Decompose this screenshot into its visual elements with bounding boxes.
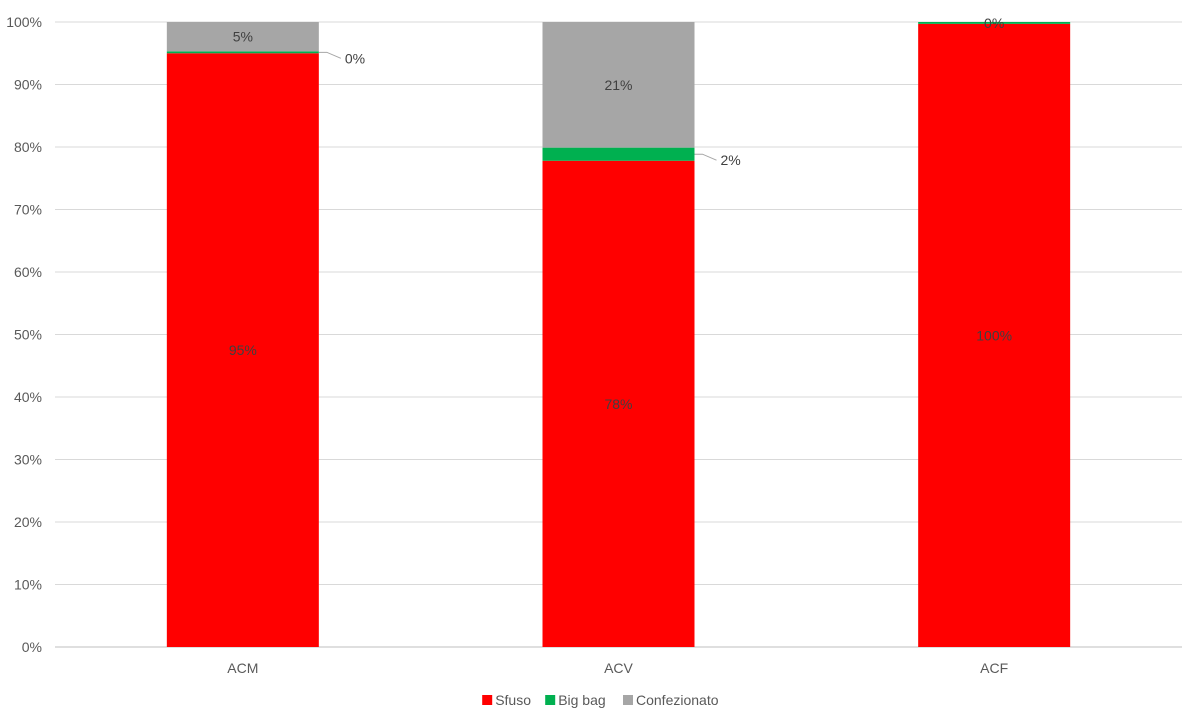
- bar-segment-confezionato: [542, 22, 695, 148]
- bar-segment-big-bag: [542, 147, 695, 161]
- data-label: 2%: [721, 152, 741, 168]
- x-axis: ACM ACV ACF: [227, 660, 1008, 676]
- data-label: 100%: [976, 327, 1012, 343]
- y-tick-label: 30%: [14, 452, 42, 468]
- bar-segment-sfuso: [542, 160, 695, 647]
- y-tick-label: 80%: [14, 139, 42, 155]
- data-label: 0%: [984, 15, 1004, 31]
- y-tick-label: 50%: [14, 327, 42, 343]
- leader-line: [694, 153, 717, 161]
- legend-label: Sfuso: [495, 692, 531, 708]
- bar-segment-confezionato: [166, 22, 319, 52]
- legend-label: Confezionato: [636, 692, 719, 708]
- data-labels: 95% 0% 5% 78% 2% 21% 100% 0%: [229, 15, 1012, 412]
- data-label: 95%: [229, 342, 257, 358]
- data-label: 0%: [345, 50, 365, 66]
- data-label: 78%: [604, 396, 632, 412]
- y-tick-label: 90%: [14, 77, 42, 93]
- x-tick-label: ACM: [227, 660, 258, 676]
- bars: [166, 22, 1071, 647]
- x-tick-label: ACV: [604, 660, 633, 676]
- x-tick-label: ACF: [980, 660, 1008, 676]
- legend-swatch: [482, 695, 493, 705]
- bar-segment-big-bag: [918, 22, 1071, 24]
- y-tick-label: 20%: [14, 514, 42, 530]
- bar-segment-big-bag: [166, 51, 319, 54]
- legend-swatch: [623, 695, 633, 705]
- y-tick-label: 0%: [22, 639, 42, 655]
- legend: Sfuso Big bag Confezionato: [482, 692, 719, 708]
- bar-segment-sfuso: [166, 53, 319, 647]
- y-tick-label: 10%: [14, 577, 42, 593]
- bar-segment-sfuso: [918, 23, 1071, 647]
- data-label: 5%: [233, 29, 253, 45]
- leader-line: [318, 51, 342, 59]
- legend-swatch: [545, 695, 556, 705]
- y-tick-label: 70%: [14, 202, 42, 218]
- legend-label: Big bag: [558, 692, 605, 708]
- y-tick-label: 40%: [14, 389, 42, 405]
- y-tick-label: 100%: [6, 14, 42, 30]
- data-label: 21%: [604, 77, 632, 93]
- y-tick-label: 60%: [14, 264, 42, 280]
